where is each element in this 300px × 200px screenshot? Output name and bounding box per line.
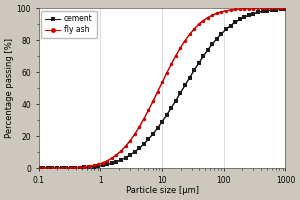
X-axis label: Particle size [μm]: Particle size [μm] [126,186,199,195]
Legend: cement, fly ash: cement, fly ash [41,11,97,38]
Y-axis label: Percentage passing [%]: Percentage passing [%] [5,38,14,138]
